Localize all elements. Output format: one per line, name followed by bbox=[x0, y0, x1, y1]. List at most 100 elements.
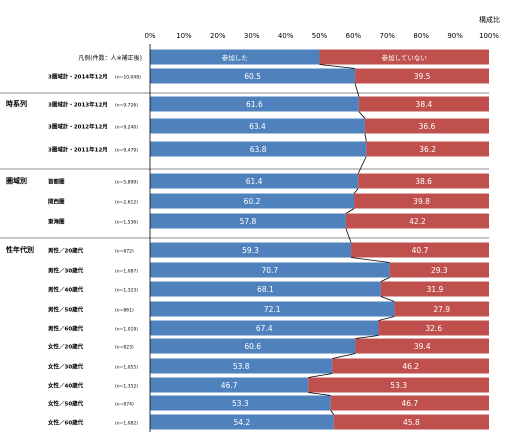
row-label: 男性／20歳代 bbox=[48, 247, 84, 255]
data-label-joined: 60.6 bbox=[244, 342, 261, 351]
row-label: 東海圏 bbox=[48, 218, 65, 226]
row-n-label: (n=1,536) bbox=[115, 220, 138, 226]
data-label-not-joined: 29.3 bbox=[431, 266, 448, 275]
row-label: 女性／20歳代 bbox=[48, 343, 84, 351]
x-tick-label: 10% bbox=[176, 32, 192, 40]
data-label-not-joined: 39.5 bbox=[414, 72, 431, 81]
data-label-joined: 61.4 bbox=[246, 177, 263, 186]
row-n-label: (n=861) bbox=[115, 308, 134, 314]
row-n-label: (n=1,019) bbox=[115, 327, 138, 333]
data-label-joined: 60.5 bbox=[244, 72, 261, 81]
bar-joined bbox=[150, 281, 381, 297]
bar-joined bbox=[150, 68, 356, 84]
bar-joined bbox=[150, 338, 356, 354]
connector-line bbox=[350, 257, 390, 263]
row-label: 3圏域計・2013年12月 bbox=[48, 101, 108, 109]
bar-joined bbox=[150, 301, 395, 317]
row-n-label: (n=874) bbox=[115, 402, 134, 408]
bar-joined bbox=[150, 320, 379, 336]
bar-joined bbox=[150, 414, 334, 430]
row-n-label: (n=9,479) bbox=[115, 148, 138, 154]
bar-not-joined bbox=[345, 213, 489, 229]
bar-joined bbox=[150, 395, 331, 411]
connector-line bbox=[358, 111, 366, 119]
data-label-joined: 72.1 bbox=[264, 305, 281, 314]
row-n-label: (n=1,082) bbox=[115, 421, 138, 427]
data-label-not-joined: 45.8 bbox=[403, 418, 420, 427]
row-n-label: (n=9,240) bbox=[115, 125, 138, 131]
data-label-not-joined: 36.2 bbox=[419, 145, 436, 154]
bar-not-joined bbox=[355, 338, 489, 354]
connector-line bbox=[308, 392, 331, 396]
data-label-not-joined: 32.6 bbox=[425, 324, 442, 333]
bar-not-joined bbox=[351, 242, 489, 258]
bar-not-joined bbox=[333, 414, 489, 430]
data-label-not-joined: 53.3 bbox=[390, 381, 407, 390]
x-tick-label: 50% bbox=[312, 32, 328, 40]
data-label-joined: 68.1 bbox=[257, 285, 274, 294]
data-label-joined: 54.2 bbox=[234, 418, 251, 427]
data-label-not-joined: 40.7 bbox=[412, 246, 429, 255]
bar-not-joined bbox=[380, 281, 489, 297]
bar-joined bbox=[150, 96, 359, 112]
bar-joined bbox=[150, 118, 365, 134]
x-tick-label: 60% bbox=[346, 32, 362, 40]
row-n-label: (n=1,087) bbox=[115, 269, 138, 275]
bar-not-joined bbox=[354, 193, 489, 209]
data-label-joined: 67.4 bbox=[256, 324, 273, 333]
unit-label: 構成比 bbox=[479, 15, 500, 24]
bar-not-joined bbox=[330, 395, 489, 411]
row-label: 3圏域計・2014年12月 bbox=[48, 73, 108, 81]
data-label-joined: 59.3 bbox=[242, 246, 259, 255]
connector-line bbox=[330, 410, 335, 415]
bar-not-joined bbox=[358, 173, 489, 189]
data-label-joined: 63.8 bbox=[250, 145, 267, 154]
data-label-not-joined: 42.2 bbox=[409, 217, 426, 226]
data-label-not-joined: 31.9 bbox=[427, 285, 444, 294]
data-label-not-joined: 39.4 bbox=[414, 342, 431, 351]
x-tick-label: 0% bbox=[144, 32, 155, 40]
data-label-not-joined: 39.8 bbox=[413, 197, 430, 206]
x-tick-label: 20% bbox=[210, 32, 226, 40]
row-n-label: (n=10,048) bbox=[115, 75, 141, 81]
x-tick-label: 90% bbox=[447, 32, 463, 40]
x-tick-label: 30% bbox=[244, 32, 260, 40]
data-label-joined: 53.3 bbox=[232, 399, 249, 408]
row-label: 3圏域計・2012年12月 bbox=[48, 123, 108, 131]
group-label: 圏域別 bbox=[6, 176, 27, 185]
group-label: 時系列 bbox=[6, 99, 27, 108]
row-label: 男性／60歳代 bbox=[48, 325, 84, 333]
bar-not-joined bbox=[378, 320, 489, 336]
data-label-joined: 63.4 bbox=[249, 122, 266, 131]
bar-not-joined bbox=[308, 377, 489, 393]
data-label-joined: 57.8 bbox=[240, 217, 257, 226]
data-label-joined: 70.7 bbox=[261, 266, 278, 275]
bar-not-joined bbox=[364, 118, 489, 134]
data-label-not-joined: 27.9 bbox=[433, 305, 450, 314]
row-label: 女性／50歳代 bbox=[48, 400, 84, 408]
x-tick-label: 70% bbox=[380, 32, 396, 40]
row-n-label: (n=872) bbox=[115, 249, 134, 255]
row-n-label: (n=9,726) bbox=[115, 103, 138, 109]
bar-not-joined bbox=[332, 358, 489, 374]
bar-joined bbox=[150, 193, 355, 209]
connector-line bbox=[319, 64, 356, 69]
bar-joined bbox=[150, 213, 346, 229]
data-label-not-joined: 38.4 bbox=[416, 100, 433, 109]
row-n-label: (n=1,323) bbox=[115, 288, 138, 294]
row-label: 関西圏 bbox=[48, 198, 65, 206]
x-tick-label: 40% bbox=[278, 32, 294, 40]
bar-joined bbox=[150, 358, 333, 374]
bar-not-joined bbox=[389, 262, 489, 278]
bar-not-joined bbox=[394, 301, 489, 317]
row-label: 女性／60歳代 bbox=[48, 419, 84, 427]
connector-line bbox=[345, 208, 355, 214]
connector-line bbox=[332, 353, 356, 359]
connector-line bbox=[380, 277, 390, 282]
data-label-not-joined: 46.2 bbox=[402, 362, 419, 371]
row-n-label: (n=1,352) bbox=[115, 384, 138, 390]
connector-line bbox=[357, 156, 367, 174]
data-label-not-joined: 46.7 bbox=[401, 399, 418, 408]
bar-joined bbox=[150, 173, 359, 189]
